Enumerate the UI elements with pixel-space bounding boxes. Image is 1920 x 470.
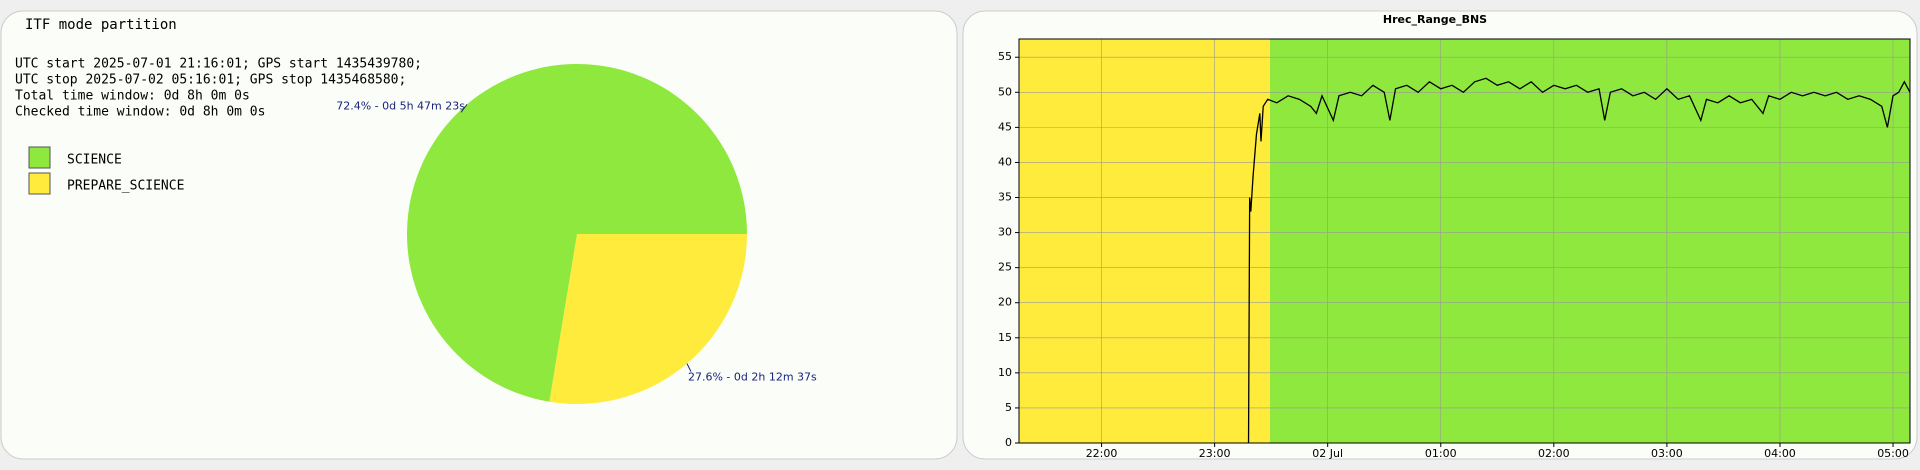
- legend-swatch: [28, 146, 51, 169]
- x-tick-label: 05:00: [1877, 447, 1909, 460]
- pie-slice: [407, 64, 747, 402]
- line-title: Hrec_Range_BNS: [1383, 13, 1487, 26]
- y-tick-label: 0: [1005, 436, 1012, 449]
- info-line: UTC start 2025-07-01 21:16:01; GPS start…: [15, 57, 422, 72]
- y-tick-label: 10: [998, 366, 1012, 379]
- pie-slice: [549, 234, 747, 404]
- y-tick-label: 15: [998, 331, 1012, 344]
- slice-label: 27.6% - 0d 2h 12m 37s: [688, 371, 817, 384]
- info-line: UTC stop 2025-07-02 05:16:01; GPS stop 1…: [15, 73, 406, 88]
- y-tick-label: 50: [998, 85, 1012, 98]
- x-tick-label: 22:00: [1086, 447, 1118, 460]
- x-tick-label: 23:00: [1199, 447, 1231, 460]
- mode-region: [1019, 39, 1271, 443]
- y-tick-label: 55: [998, 50, 1012, 63]
- data-line: [1247, 77, 1911, 444]
- y-tick-label: 5: [1005, 401, 1012, 414]
- label-leader: [686, 363, 692, 372]
- y-tick-label: 40: [998, 155, 1012, 168]
- x-tick-label: 03:00: [1651, 447, 1683, 460]
- mode-region: [1270, 39, 1910, 443]
- pie-title: ITF mode partition: [25, 17, 177, 33]
- legend-label: PREPARE_SCIENCE: [67, 179, 184, 194]
- y-tick-label: 25: [998, 261, 1012, 274]
- info-line: Total time window: 0d 8h 0m 0s: [15, 89, 250, 104]
- info-line: Checked time window: 0d 8h 0m 0s: [15, 105, 265, 120]
- x-tick-label: 02 Jul: [1312, 447, 1343, 460]
- legend-swatch: [28, 172, 51, 195]
- label-leader: [460, 104, 468, 113]
- x-tick-label: 04:00: [1764, 447, 1796, 460]
- y-tick-label: 20: [998, 296, 1012, 309]
- x-tick-label: 02:00: [1538, 447, 1570, 460]
- y-tick-label: 45: [998, 120, 1012, 133]
- plot-frame: [1018, 38, 1911, 444]
- x-tick-label: 01:00: [1425, 447, 1457, 460]
- slice-label: 72.4% - 0d 5h 47m 23s: [336, 99, 465, 112]
- y-tick-label: 30: [998, 226, 1012, 239]
- y-tick-label: 35: [998, 191, 1012, 204]
- legend-label: SCIENCE: [67, 153, 122, 168]
